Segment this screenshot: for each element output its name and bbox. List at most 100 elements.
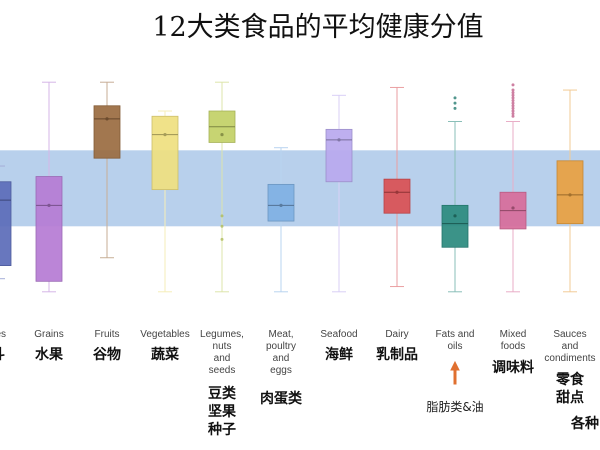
category-label-en: Fats and oils [436,329,475,352]
category-label-zh: 乳制品 [376,346,418,363]
annotations-group: 脂肪类&油 各种 [426,360,599,432]
box-iqr [267,183,295,222]
outlier-point [511,96,515,100]
category-label-en: Sauces and condiments [544,329,595,364]
category-label-zh: 蔬菜 [151,346,180,363]
outlier-point [511,106,515,110]
outlier-point [220,214,224,218]
box-iqr [556,160,584,225]
category-label-en-line: Grains [34,329,63,340]
category-label-zh-line: 谷物 [93,346,121,363]
box-fats-and-oils [441,96,469,293]
chart-title: 12大类食品的平均健康分值 [152,12,483,43]
outlier-point [511,83,515,87]
outlier-point [511,109,515,113]
outlier-point [511,99,515,103]
box-seafood [325,94,353,293]
outlier-point [453,96,457,100]
category-label-zh: 调味料 [492,359,534,376]
box-iqr [441,204,469,248]
category-labels-group: ges 斗 Grains 水果 Fruits 谷物 Vegetables 蔬菜 Legumes,… [0,329,596,438]
category-label-zh-line: 蔬菜 [151,346,180,363]
outlier-point [511,112,515,116]
boxes-group [0,81,584,293]
category-label-zh-line: 乳制品 [376,346,418,363]
box-meat-poultry-and-eggs [267,147,295,293]
category-label-zh-line: 斗 [0,347,5,363]
mean-point [337,138,341,142]
category-label-en: Legumes, nuts and seeds [200,329,244,376]
category-label-en: ges [0,329,6,340]
category-label-en-line: Vegetables [140,329,190,340]
box-iqr [0,181,12,266]
category-label-zh-line: 水果 [35,346,64,363]
category-label-en-line: Mixed [500,329,527,340]
category-label-zh-line: 调味料 [492,359,534,376]
box-iqr [383,178,411,214]
category-label-en-line: Legumes, [200,329,244,340]
outlier-point [453,101,457,105]
category-label-zh: 谷物 [93,346,121,363]
category-label-en: Mixed foods [500,329,527,352]
box-fruits [93,81,121,259]
mean-point [279,203,283,207]
mean-point [220,133,224,137]
outlier-point [220,224,224,228]
mean-point [105,117,109,121]
box-mixed-foods [499,83,527,293]
arrow-icon [450,360,460,385]
outlier-point [511,114,515,118]
mean-point [47,203,51,207]
mean-point [511,206,515,210]
box-beverages [0,165,12,280]
mean-point [395,190,399,194]
category-label-en: Grains [34,329,63,340]
box-iqr [93,105,121,159]
category-label-zh-line: 海鲜 [325,346,353,363]
category-label-en: Dairy [385,329,408,340]
category-label-en: Seafood [320,329,357,340]
mean-point [453,214,457,218]
category-label-zh: 斗 [0,347,5,363]
box-vegetables [151,110,179,293]
box-iqr [35,176,63,282]
category-label-en-line: seeds [209,365,236,376]
category-label-en-line: ges [0,329,6,340]
outlier-point [511,91,515,95]
category-label-en-line: Fruits [95,329,120,340]
category-label-zh-line: 甜点 [556,389,584,406]
box-iqr [325,128,353,183]
category-label-en-line: Dairy [385,329,408,340]
category-label-en-line: nuts [213,341,232,352]
mean-point [163,133,167,137]
category-label-en: Meat, poultry and eggs [266,329,296,376]
category-label-en-line: Seafood [320,329,357,340]
category-label-en-line: eggs [270,365,292,376]
category-label-en-line: Sauces [553,329,586,340]
annotation-misc: 各种 [570,415,599,432]
category-label-zh: 肉蛋类 [260,390,303,407]
box-sauces-and-condiments [556,89,584,293]
category-label-en-line: foods [501,341,525,352]
box-grains [35,81,63,293]
outlier-point [511,101,515,105]
outlier-point [511,88,515,92]
category-label-en: Fruits [95,329,120,340]
category-label-en-line: condiments [544,353,595,364]
category-label-en-line: and [273,353,290,364]
box-dairy [383,86,411,288]
box-iqr [151,115,179,191]
category-label-zh: 零食甜点 [555,371,585,406]
category-label-zh-line: 种子 [207,421,236,438]
category-label-en-line: and [562,341,579,352]
category-label-en-line: oils [447,341,462,352]
category-label-en-line: and [214,353,231,364]
category-label-en-line: Fats and [436,329,475,340]
category-label-zh-line: 豆类 [208,385,237,402]
category-label-en-line: Meat, [268,329,293,340]
category-label-zh-line: 零食 [555,371,585,388]
category-label-zh: 水果 [35,346,64,363]
box-legumes-nuts-and-seeds [208,81,236,293]
category-label-en: Vegetables [140,329,190,340]
